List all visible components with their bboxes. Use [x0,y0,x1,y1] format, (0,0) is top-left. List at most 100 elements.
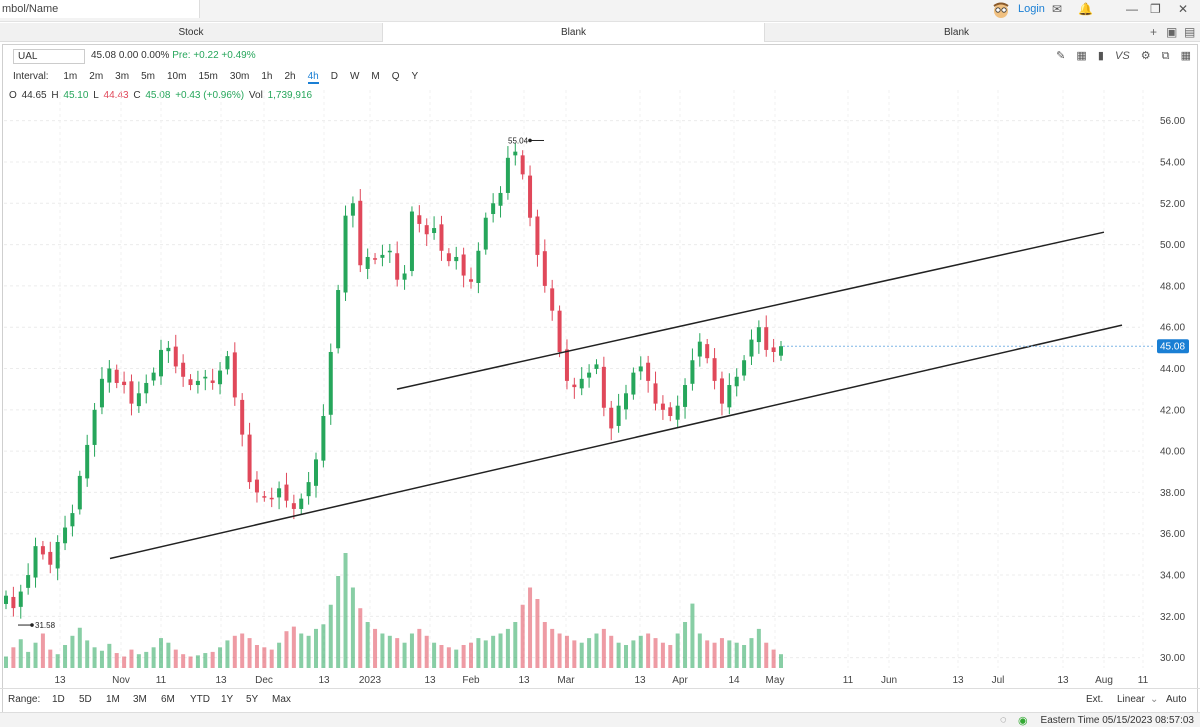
tab-stock[interactable]: Stock [178,27,204,38]
y-tick-label: 54.00 [1160,157,1185,168]
interval-30m[interactable]: 30m [229,71,250,82]
candle-body [166,347,171,352]
trendline [109,324,1123,560]
change-pct: 0.00% [141,50,170,61]
interval-Q[interactable]: Q [391,71,400,82]
candle-body [491,203,496,215]
ticker-input[interactable]: UAL [13,49,85,64]
volume-bar [528,587,533,668]
candle-body [498,192,503,206]
interval-1h[interactable]: 1h [261,71,273,82]
share-icon[interactable]: ⧉ [1161,50,1170,62]
volume-bar [705,640,710,668]
range-YTD[interactable]: YTD [190,694,210,705]
volume-bar [225,640,230,668]
candle-body [675,405,680,420]
bell-icon[interactable]: 🔔 [1078,2,1093,16]
volume-bar [63,645,68,668]
interval-10m[interactable]: 10m [166,71,187,82]
candle-body [181,362,186,377]
interval-1m[interactable]: 1m [63,71,78,82]
interval-5m[interactable]: 5m [141,71,155,82]
ext-toggle[interactable]: Ext. [1086,694,1104,705]
candle-body [92,409,97,445]
top-bar: mbol/Name Login ✉ 🔔 — ❐ ✕ [0,0,1200,22]
x-tick-label: May [766,675,785,686]
restore-icon[interactable]: ❐ [1150,2,1161,16]
range-1D[interactable]: 1D [52,694,65,705]
bars-icon[interactable]: ▮ [1097,50,1104,62]
close-icon[interactable]: ✕ [1178,2,1189,16]
interval-15m[interactable]: 15m [198,71,218,82]
volume-bar [188,656,193,668]
candle-body [528,175,533,218]
chart-panel: UAL 45.08 0.00 0.00% Pre: +0.22 +0.49% ✎… [2,44,1198,727]
chevron-down-icon[interactable]: ⌄ [1150,694,1159,705]
layout-icon[interactable]: ▤ [1184,25,1196,39]
x-tick-label: 2023 [359,675,382,686]
x-tick-label: 11 [156,675,167,686]
mail-icon[interactable]: ✉ [1052,2,1063,16]
draw-icon[interactable]: ✎ [1056,50,1066,62]
volume-bar [505,628,510,668]
symbol-search-input[interactable]: mbol/Name [0,0,200,18]
volume-bar [203,653,208,668]
interval-4h[interactable]: 4h [307,71,319,84]
range-3M[interactable]: 3M [133,694,147,705]
volume-bar [749,638,754,668]
range-Max[interactable]: Max [272,694,291,705]
tab-blank-1[interactable]: Blank [382,23,765,42]
tab-blank-2[interactable]: Blank [943,27,969,38]
volume-bar [779,654,783,668]
range-1Y[interactable]: 1Y [221,694,234,705]
interval-W[interactable]: W [349,71,360,82]
candle-body [705,344,710,359]
interval-2m[interactable]: 2m [89,71,104,82]
grid-icon[interactable]: ▦ [1180,50,1191,62]
interval-3m[interactable]: 3m [115,71,130,82]
avatar[interactable] [990,1,1012,19]
compare-icon[interactable]: VS [1114,50,1130,62]
volume-bar [520,604,525,668]
volume-bar [321,624,326,668]
candle-body [749,339,754,357]
volume-bar [218,647,223,668]
range-5D[interactable]: 5D [79,694,92,705]
change: 0.00 [118,50,139,61]
range-1M[interactable]: 1M [106,694,120,705]
interval-2h[interactable]: 2h [284,71,296,82]
login-link[interactable]: Login [1018,3,1045,15]
volume-bar [734,642,739,668]
volume-bar [306,635,311,668]
minimize-icon[interactable]: — [1126,2,1138,16]
candle-body [734,376,739,387]
volume-bar [181,654,186,668]
volume-bar [446,647,451,668]
interval-Y[interactable]: Y [411,71,419,82]
volume-bar [675,633,680,668]
candle-body [395,253,400,280]
scale-select[interactable]: Linear [1117,694,1145,705]
open-label: O [9,90,17,101]
x-tick-label: Dec [255,675,273,686]
save-layout-icon[interactable]: ▣ [1166,25,1178,39]
range-5Y[interactable]: 5Y [246,694,259,705]
volume-bar [469,642,473,668]
add-tab-icon[interactable]: + [1150,25,1158,39]
volume-bar [461,645,466,668]
y-tick-label: 48.00 [1160,281,1185,292]
volume-bar [387,635,392,668]
auto-toggle[interactable]: Auto [1166,694,1187,705]
gear-icon[interactable]: ⚙ [1140,50,1151,62]
interval-M[interactable]: M [371,71,380,82]
range-6M[interactable]: 6M [161,694,175,705]
volume-bar [432,642,437,668]
volume-bar [624,645,628,668]
interval-D[interactable]: D [330,71,338,82]
volume-bar [254,645,259,668]
x-tick-label: 13 [424,675,436,686]
indicator-icon[interactable]: ▦ [1076,50,1087,62]
volume-bar [129,649,134,668]
volume-bar [114,653,119,668]
